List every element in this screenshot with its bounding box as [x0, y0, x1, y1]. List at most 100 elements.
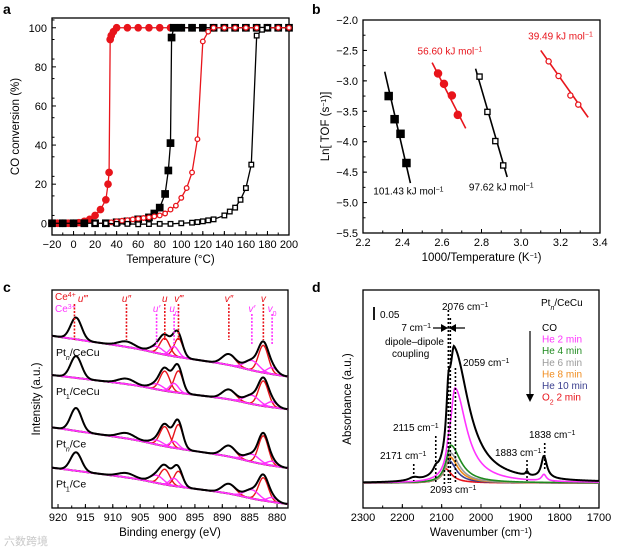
legend-item: He 10 min — [542, 381, 588, 392]
y-tick-label: −5.0 — [336, 198, 358, 210]
peak-label-part: v′ — [248, 304, 256, 315]
peak-annotation-part: dipole–dipole — [385, 337, 444, 348]
x-tick-label: 160 — [237, 239, 255, 251]
data-point — [199, 218, 206, 225]
activation-energy-label-part: 101.43 kJ mol — [373, 187, 435, 198]
peak-label: u′ — [153, 304, 162, 315]
xps-spectrum: Ptn/Ce — [51, 406, 288, 470]
arrow-right-icon — [441, 324, 448, 332]
data-point — [96, 205, 105, 214]
peak-label-part: v — [261, 294, 267, 305]
data-point — [169, 23, 178, 32]
data-point — [151, 213, 158, 220]
peak-label-part: u″ — [122, 294, 132, 305]
y-axis-label-part: −1 — [321, 99, 328, 107]
x-tick-label: 920 — [49, 512, 67, 524]
x-tick-label: 180 — [258, 239, 276, 251]
y-tick-label: 0 — [41, 218, 47, 230]
peak-annotation-part: 2171 cm — [380, 451, 418, 462]
data-point — [92, 220, 99, 227]
panel-d-drifts-chart: 2300 2200 2100 2000 1900 1800 1700 Wavenumber (… — [342, 289, 611, 539]
data-point — [396, 129, 405, 139]
data-point — [155, 23, 164, 32]
x-tick-label: 20 — [89, 239, 101, 251]
data-point — [129, 216, 136, 223]
y-axis-label: Intensity (a.u.) — [31, 362, 43, 435]
data-point — [447, 91, 457, 100]
peak-annotation: 2059 cm−1 — [463, 358, 509, 370]
data-point — [145, 23, 153, 32]
peak-annotation-part: −1 — [431, 423, 439, 430]
data-point — [80, 219, 89, 228]
data-point — [242, 185, 249, 192]
series-line — [95, 27, 289, 224]
y-tick-label: −3.0 — [336, 76, 358, 88]
x-axis-label-part: −1 — [520, 528, 528, 535]
data-point — [555, 72, 562, 80]
peak-annotation-part: 2076 cm — [442, 302, 480, 313]
legend-item: He 2 min — [542, 335, 582, 346]
data-point — [253, 24, 260, 31]
sample-label-part: /Ce — [70, 479, 87, 491]
x-tick-label: 80 — [154, 239, 166, 251]
peak-annotation-part: −1 — [423, 323, 431, 330]
data-point — [177, 23, 186, 32]
x-tick-label: 2200 — [390, 512, 414, 524]
x-tick-label: 3.2 — [553, 237, 568, 249]
data-point — [198, 23, 207, 32]
data-point — [390, 114, 399, 124]
peak-label: v″ — [225, 294, 234, 305]
spectrum-line — [362, 344, 600, 484]
spectrum-line — [362, 386, 600, 484]
data-point — [210, 24, 217, 31]
envelope-line — [51, 316, 288, 378]
data-point — [113, 220, 120, 227]
peak-annotation: 7 cm−1 — [401, 323, 431, 335]
activation-energy-label: 101.43 kJ mol−1 — [373, 186, 443, 198]
y-tick-label: 40 — [35, 140, 47, 152]
y-tick-label: −3.5 — [336, 106, 358, 118]
x-tick-label: 1800 — [547, 512, 571, 524]
x-tick-label: 100 — [172, 239, 190, 251]
legend-ce3-part: 3+ — [68, 304, 76, 311]
x-axis-label: Wavenumber (cm−1) — [430, 527, 532, 539]
sample-label: Ptn/Ce — [56, 438, 86, 453]
x-tick-label: 2.8 — [474, 237, 489, 249]
data-point — [172, 202, 179, 209]
activation-energy-label: 97.62 kJ mol−1 — [469, 182, 534, 194]
data-point — [433, 69, 443, 78]
legend-item-part: He 2 min — [542, 335, 582, 346]
sample-title: Ptn/CeCu — [541, 298, 583, 312]
data-point — [105, 168, 113, 177]
data-point — [161, 190, 169, 198]
data-point — [146, 214, 152, 221]
xps-spectrum: Pt1/Ce — [51, 451, 288, 506]
data-point — [226, 208, 233, 215]
activation-energy-label-part: −1 — [585, 31, 593, 38]
y-tick-label: −4.5 — [336, 167, 358, 179]
data-point — [91, 211, 99, 220]
panel-letter-c: c — [3, 279, 11, 295]
peak-annotation: 1838 cm−1 — [529, 430, 575, 442]
x-tick-label: 120 — [194, 239, 212, 251]
peak-annotation: coupling — [392, 349, 429, 360]
series-line — [95, 27, 268, 225]
activation-energy-label-part: −1 — [526, 182, 534, 189]
data-point — [156, 220, 163, 227]
legend-ce4-part: 4+ — [68, 292, 76, 299]
y-tick-label: −5.5 — [336, 228, 358, 240]
peak-annotation: 2171 cm−1 — [380, 451, 426, 463]
y-axis-label: CO conversion (%) — [10, 78, 22, 175]
data-point — [135, 221, 142, 228]
envelope-line — [51, 355, 288, 411]
x-tick-label: 910 — [104, 512, 122, 524]
x-axis-label: 1000/Temperature (K−1) — [422, 252, 542, 264]
data-point — [58, 219, 67, 228]
data-point — [189, 169, 195, 176]
sample-label-part: /Ce — [70, 438, 87, 450]
xps-spectrum: Pt1/CeCu — [51, 355, 288, 411]
data-point — [384, 91, 393, 101]
sample-title-part: Pt — [541, 298, 551, 309]
x-tick-label: 0 — [70, 239, 76, 251]
sample-label-part: 1 — [66, 486, 70, 493]
